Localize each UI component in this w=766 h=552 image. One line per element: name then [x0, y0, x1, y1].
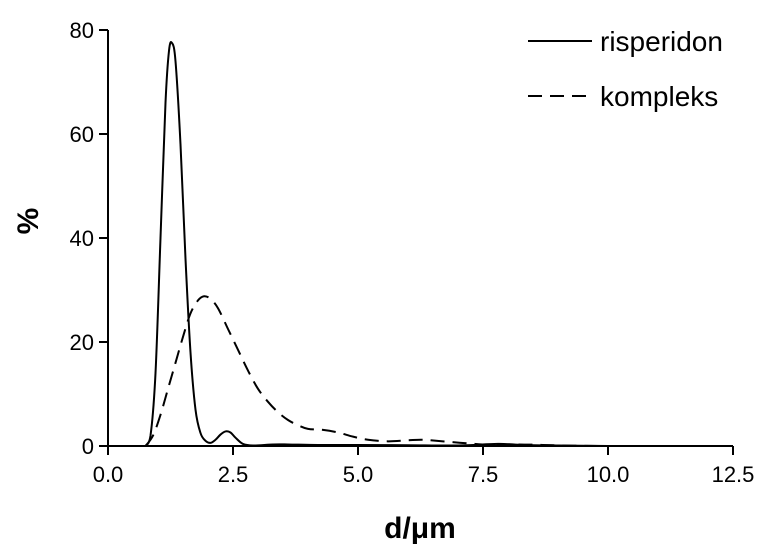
y-tick-label: 80: [70, 18, 94, 43]
y-axis-title: %: [12, 208, 45, 235]
y-tick-label: 60: [70, 122, 94, 147]
x-tick-label: 12.5: [712, 462, 755, 487]
x-tick-label: 0.0: [93, 462, 124, 487]
series-line-risperidon: [144, 41, 609, 447]
y-ticks: 0 20 40 60 80: [70, 18, 108, 459]
legend-label-risperidon: risperidon: [600, 26, 723, 57]
series-line-kompleks: [144, 295, 609, 447]
y-tick-label: 40: [70, 226, 94, 251]
x-tick-label: 5.0: [343, 462, 374, 487]
legend: risperidon kompleks: [528, 26, 723, 112]
x-tick-label: 7.5: [468, 462, 499, 487]
x-ticks: 0.0 2.5 5.0 7.5 10.0 12.5: [93, 446, 755, 487]
y-tick-label: 20: [70, 330, 94, 355]
y-tick-label: 0: [82, 434, 94, 459]
x-tick-label: 10.0: [587, 462, 630, 487]
legend-label-kompleks: kompleks: [600, 81, 718, 112]
x-axis-title: d/μm: [384, 512, 456, 545]
series-layer: [144, 41, 609, 447]
x-tick-label: 2.5: [218, 462, 249, 487]
